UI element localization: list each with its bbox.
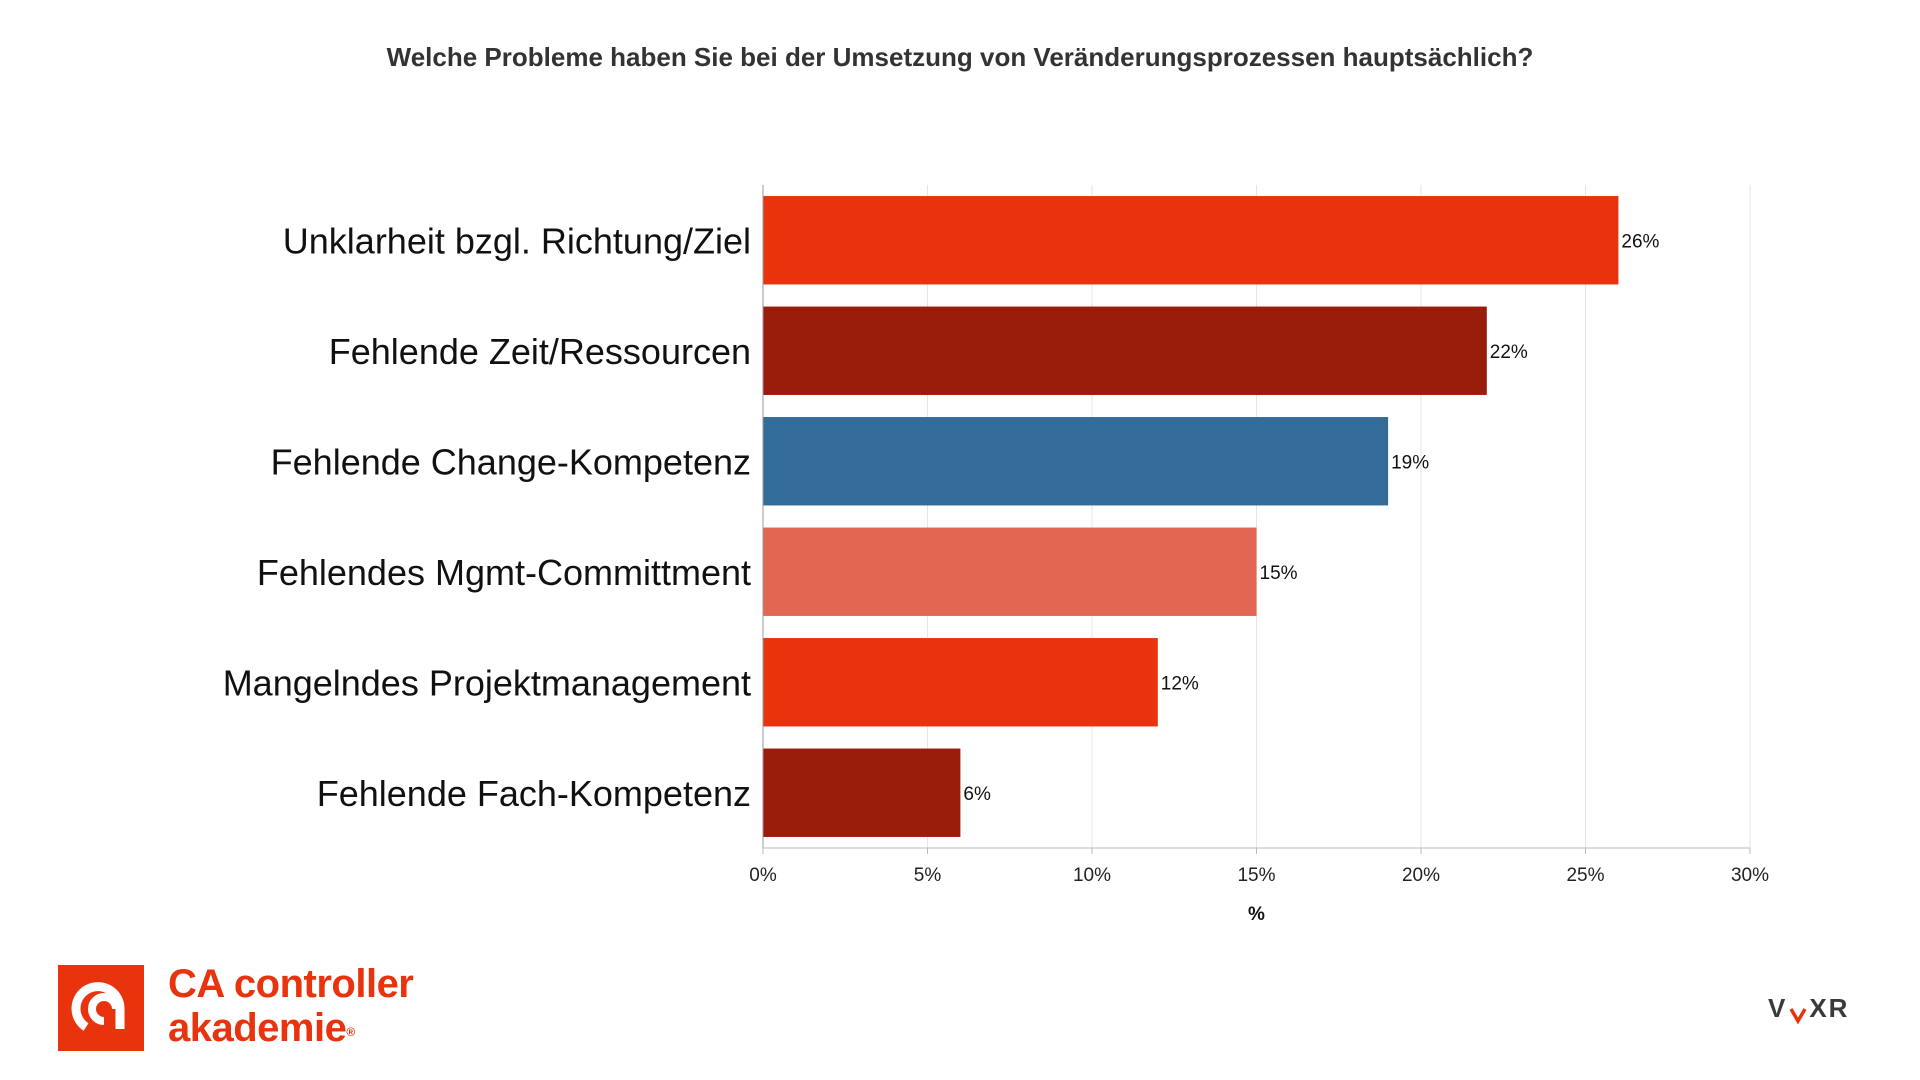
- x-axis-ticks: 0% 5% 10% 15% 20% 25% 30%: [749, 848, 1769, 886]
- registered-mark: ®: [346, 1025, 355, 1039]
- voxr-o-icon: [1789, 1000, 1807, 1024]
- bar: [763, 196, 1619, 285]
- category-label: Fehlendes Mgmt-Committment: [257, 552, 751, 593]
- bar-value-label: 26%: [1621, 231, 1659, 252]
- bar-value-label: 15%: [1260, 563, 1298, 584]
- category-label: Fehlende Change-Kompetenz: [271, 441, 751, 482]
- x-tick-label: 5%: [914, 865, 942, 886]
- voxr-logo: V XR: [1768, 993, 1849, 1024]
- category-label: Fehlende Zeit/Ressourcen: [329, 331, 751, 372]
- bar-value-label: 6%: [963, 784, 991, 805]
- bar: [763, 306, 1487, 395]
- x-tick-label: 10%: [1073, 865, 1111, 886]
- bars: [763, 196, 1619, 837]
- x-tick-label: 0%: [749, 865, 777, 886]
- x-tick-label: 30%: [1731, 865, 1769, 886]
- bar: [763, 638, 1158, 727]
- ca-logo-icon: [58, 965, 144, 1051]
- chart-title: Welche Probleme haben Sie bei der Umsetz…: [386, 42, 1534, 72]
- company-logo-text: CA controller akademie®: [168, 962, 414, 1050]
- value-labels: 26% 22% 19% 15% 12% 6%: [963, 231, 1659, 805]
- bar-value-label: 22%: [1490, 342, 1528, 363]
- bar: [763, 527, 1257, 616]
- category-labels: Unklarheit bzgl. Richtung/Ziel Fehlende Z…: [223, 220, 751, 814]
- logo-line-1: CA controller: [168, 962, 414, 1006]
- bar: [763, 748, 961, 837]
- x-tick-label: 25%: [1566, 865, 1604, 886]
- voxr-logo-right: XR: [1809, 993, 1850, 1023]
- bar-value-label: 19%: [1391, 452, 1429, 473]
- x-tick-label: 20%: [1402, 865, 1440, 886]
- category-label: Unklarheit bzgl. Richtung/Ziel: [283, 220, 751, 261]
- bar: [763, 417, 1389, 506]
- x-axis-title: %: [1248, 904, 1265, 925]
- voxr-logo-left: V: [1768, 993, 1788, 1023]
- category-label: Fehlende Fach-Kompetenz: [317, 773, 751, 814]
- bar-value-label: 12%: [1161, 673, 1199, 694]
- category-label: Mangelndes Projektmanagement: [223, 662, 751, 703]
- logo-line-2: akademie: [168, 1006, 347, 1050]
- x-tick-label: 15%: [1237, 865, 1275, 886]
